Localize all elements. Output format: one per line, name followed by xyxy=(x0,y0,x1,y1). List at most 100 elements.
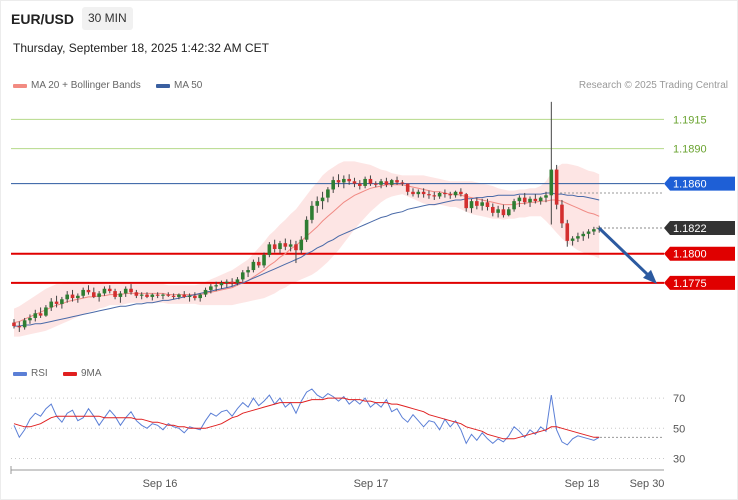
support-level-label: 1.1800 xyxy=(673,249,707,261)
candle xyxy=(336,174,341,188)
rsi-tick-label: 70 xyxy=(673,393,685,405)
candle-body xyxy=(49,301,54,308)
candle xyxy=(512,198,516,212)
candle xyxy=(389,178,394,188)
candle-body xyxy=(496,209,500,213)
candle xyxy=(28,314,32,324)
candle-body xyxy=(299,239,304,251)
candle xyxy=(570,236,575,246)
candle xyxy=(198,293,202,302)
support-level-label: 1.1775 xyxy=(673,278,707,290)
candle-body xyxy=(453,191,458,196)
last-price-tag xyxy=(664,221,735,236)
candle-body xyxy=(70,294,75,299)
candle xyxy=(533,194,538,204)
candle xyxy=(113,288,117,300)
x-axis: Sep 16 Sep 17 Sep 18 Sep 30 xyxy=(10,466,664,490)
candle-body xyxy=(315,201,320,206)
candle-body xyxy=(145,294,149,297)
timeframe-button[interactable]: 30 MIN xyxy=(82,7,133,30)
candle xyxy=(469,198,474,213)
candle-body xyxy=(501,209,506,216)
candle xyxy=(379,178,383,189)
candle xyxy=(432,191,437,200)
x-tick-label: Sep 18 xyxy=(565,478,600,490)
candle-body xyxy=(17,326,22,328)
candle xyxy=(22,317,27,330)
candle xyxy=(565,219,570,247)
candle-body xyxy=(506,209,511,216)
last-price-label: 1.1822 xyxy=(673,223,707,235)
candle-body xyxy=(129,288,133,293)
candle-body xyxy=(549,169,554,196)
candle xyxy=(54,295,59,308)
candle xyxy=(240,270,245,282)
bollinger-bands xyxy=(14,161,600,337)
candle xyxy=(97,291,101,302)
candle xyxy=(76,293,80,303)
candle-body xyxy=(246,270,250,273)
candle-body xyxy=(86,289,91,293)
candle xyxy=(299,236,304,254)
candle xyxy=(522,192,527,205)
candle-body xyxy=(113,291,117,297)
candle xyxy=(209,284,213,294)
candle-body xyxy=(565,223,570,241)
candle xyxy=(576,232,580,243)
candle-body xyxy=(166,294,171,296)
candle xyxy=(49,298,54,311)
candle xyxy=(368,175,373,186)
candle xyxy=(586,229,591,239)
candle xyxy=(411,188,415,197)
candle-body xyxy=(581,233,586,237)
candle xyxy=(256,257,261,268)
candle xyxy=(331,176,335,193)
candle-body xyxy=(155,294,160,296)
candle xyxy=(70,289,75,302)
candle xyxy=(283,238,288,251)
candle-body xyxy=(150,294,155,297)
candle xyxy=(405,183,410,196)
candle-body xyxy=(310,205,314,220)
candle xyxy=(17,321,22,332)
pivot-level-label: 1.1860 xyxy=(673,179,707,191)
candle-body xyxy=(517,197,522,202)
candle-body xyxy=(60,299,64,304)
candle xyxy=(214,281,218,292)
candle xyxy=(155,292,160,299)
candle xyxy=(161,293,165,300)
candle xyxy=(193,292,197,301)
candle xyxy=(225,279,229,288)
candle xyxy=(464,192,468,212)
candle-body xyxy=(326,189,330,198)
candle xyxy=(166,292,171,297)
candle-body xyxy=(230,281,234,283)
candle-body xyxy=(214,285,218,287)
candle-body xyxy=(443,192,447,195)
candle-body xyxy=(485,202,490,207)
candle-body xyxy=(592,229,596,232)
candle-body xyxy=(92,292,96,297)
candle-body xyxy=(278,243,282,250)
legend-label-ma50: MA 50 xyxy=(174,80,203,91)
candle-body xyxy=(331,180,335,190)
candle xyxy=(33,309,38,322)
candle-body xyxy=(560,204,564,224)
candle-body xyxy=(240,272,245,280)
candle xyxy=(315,196,320,213)
candle xyxy=(517,195,522,207)
candle xyxy=(272,239,277,253)
candle-body xyxy=(448,194,453,196)
legend-label-9ma: 9MA xyxy=(81,368,102,379)
candle-body xyxy=(134,292,139,296)
candle xyxy=(443,189,447,198)
x-tick-label: Sep 17 xyxy=(354,478,389,490)
candle-body xyxy=(336,180,341,183)
legend-swatch-ma50 xyxy=(156,83,170,88)
candle-body xyxy=(76,295,80,299)
candle-body xyxy=(44,307,48,316)
candle-body xyxy=(576,236,580,239)
timestamp: Thursday, September 18, 2025 1:42:32 AM … xyxy=(13,41,269,55)
candle xyxy=(416,189,421,198)
candle xyxy=(203,287,208,297)
